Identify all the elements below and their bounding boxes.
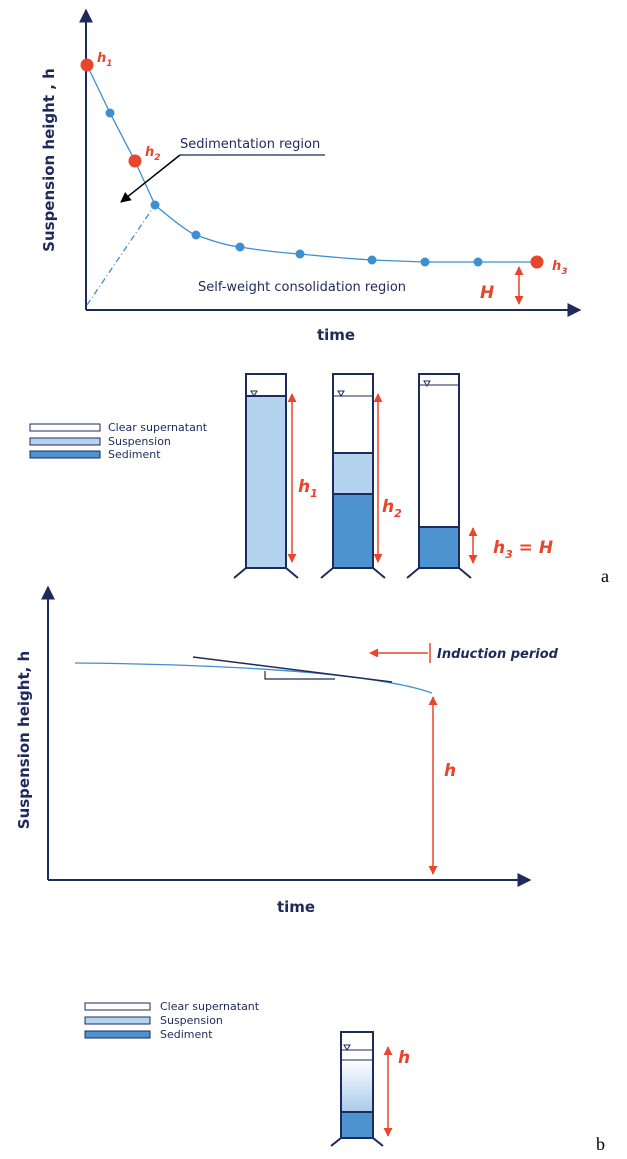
cylinder-label: h1 bbox=[298, 477, 318, 500]
key-points bbox=[80, 58, 544, 269]
legend-swatch bbox=[84, 1030, 151, 1039]
legend-swatch bbox=[29, 450, 101, 459]
legend-label: Suspension bbox=[160, 1014, 223, 1027]
x-axis-label: time bbox=[277, 898, 315, 916]
slope-triangle bbox=[264, 671, 335, 680]
cylinders bbox=[233, 373, 472, 579]
x-axis-label: time bbox=[317, 326, 355, 344]
legend-label: Suspension bbox=[108, 435, 171, 448]
points bbox=[105, 108, 483, 267]
cylinder-label: h bbox=[398, 1048, 410, 1068]
y-axis-label: Suspension height , h bbox=[40, 68, 58, 252]
point-label: h2 bbox=[145, 145, 161, 163]
y-axis-label: Suspension height, h bbox=[15, 651, 33, 829]
cylinder bbox=[330, 1031, 384, 1147]
panel-letter: a bbox=[601, 566, 609, 586]
settling-curve bbox=[86, 64, 537, 263]
legend-label: Clear supernatant bbox=[160, 1000, 260, 1013]
panel-a: Suspension height , h time h1 h2 h3 Sedi… bbox=[29, 8, 609, 586]
point-label: h1 bbox=[97, 51, 113, 69]
legend-label: Clear supernatant bbox=[108, 421, 208, 434]
pointer bbox=[120, 154, 181, 203]
panel-letter: b bbox=[596, 1134, 605, 1154]
legend-swatch bbox=[84, 1002, 151, 1011]
legend-swatch bbox=[29, 437, 101, 446]
cylinder-label: h3 = H bbox=[493, 538, 553, 561]
legend-label: Sediment bbox=[108, 448, 161, 461]
H-label: H bbox=[480, 283, 494, 303]
settling-curve bbox=[74, 662, 433, 694]
tangent bbox=[192, 656, 393, 683]
region-label: Sedimentation region bbox=[180, 137, 320, 152]
induction-label: Induction period bbox=[437, 647, 559, 662]
legend-swatch bbox=[84, 1016, 151, 1025]
extrapolation bbox=[86, 204, 156, 306]
panel-b: Suspension height, h time Induction peri… bbox=[15, 585, 605, 1154]
region-label: Self-weight consolidation region bbox=[198, 280, 406, 295]
legend-swatch bbox=[29, 423, 101, 432]
point-label: h3 bbox=[552, 259, 568, 277]
h-label: h bbox=[444, 761, 456, 781]
legend-label: Sediment bbox=[160, 1028, 213, 1041]
cylinder-label: h2 bbox=[382, 497, 402, 520]
